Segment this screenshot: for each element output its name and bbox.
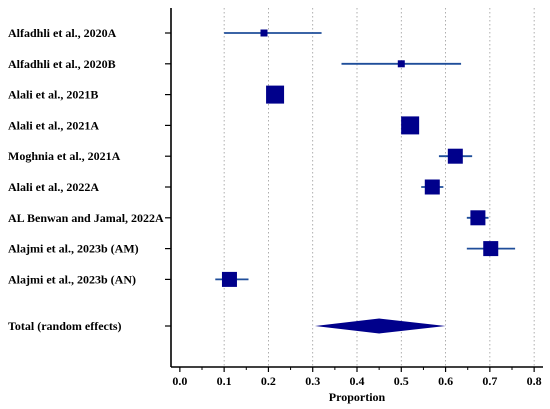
study-label: Alajmi et al., 2023b (AN)	[8, 272, 136, 286]
study-estimate-marker	[470, 210, 486, 226]
study-estimate-marker	[397, 60, 405, 68]
study-label: Alajmi et al., 2023b (AM)	[8, 242, 139, 256]
study-estimate-marker	[401, 116, 420, 135]
x-tick-label: 0.2	[261, 374, 276, 388]
study-label: Alfadhli et al., 2020B	[8, 57, 116, 71]
x-tick-label: 0.4	[350, 374, 365, 388]
study-label: Alali et al., 2022A	[8, 180, 99, 194]
x-tick-label: 0.1	[217, 374, 232, 388]
grid-lines	[223, 8, 535, 367]
x-tick-label: 0.5	[394, 374, 409, 388]
x-tick-label: 0.0	[172, 374, 187, 388]
y-tick-marks	[165, 32, 171, 327]
study-label: Alali et al., 2021A	[8, 118, 99, 132]
study-markers	[215, 29, 516, 334]
x-tick-label: 0.7	[482, 374, 497, 388]
x-ticks: 0.0 0.1 0.2 0.3 0.4 0.5 0.6 0.7 0.8	[172, 367, 542, 388]
study-label: AL Benwan and Jamal, 2022A	[8, 211, 164, 225]
study-estimate-marker	[424, 179, 440, 195]
total-label: Total (random effects)	[8, 319, 122, 333]
study-label: Alali et al., 2021B	[8, 88, 98, 102]
study-estimate-marker	[483, 241, 499, 257]
study-estimate-marker	[447, 148, 463, 164]
study-estimate-marker	[266, 85, 285, 104]
study-label: Alfadhli et al., 2020A	[8, 26, 117, 40]
study-label: Moghnia et al., 2021A	[8, 149, 121, 163]
x-tick-label: 0.3	[305, 374, 320, 388]
study-labels: Alfadhli et al., 2020A Alfadhli et al., 2…	[8, 26, 164, 333]
x-axis-title: Proportion	[329, 390, 386, 404]
study-estimate-marker	[221, 271, 237, 287]
study-estimate-marker	[260, 29, 268, 37]
pooled-estimate-diamond	[314, 318, 446, 334]
x-tick-label: 0.6	[438, 374, 453, 388]
x-tick-label: 0.8	[527, 374, 542, 388]
